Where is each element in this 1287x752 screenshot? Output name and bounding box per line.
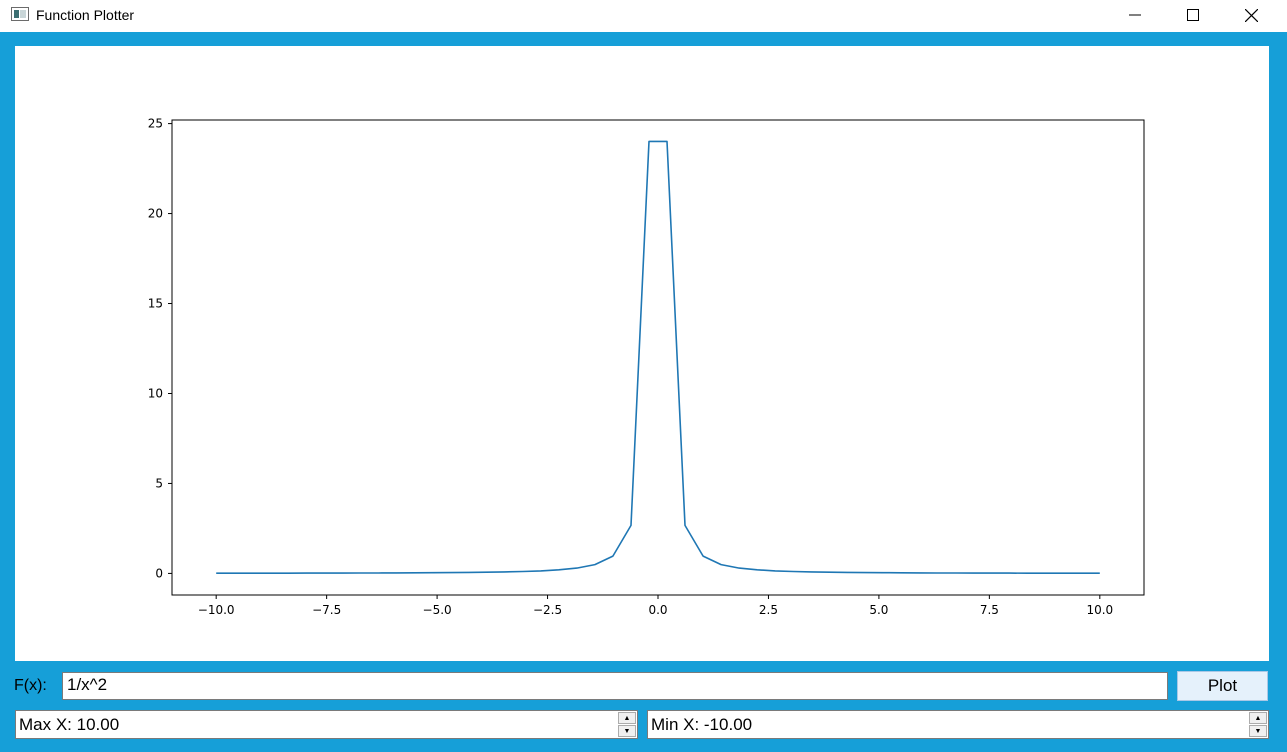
- x-tick-label: −5.0: [423, 603, 452, 617]
- max-x-down-button[interactable]: ▼: [618, 725, 636, 737]
- x-tick-label: 7.5: [980, 603, 999, 617]
- min-x-down-button[interactable]: ▼: [1249, 725, 1267, 737]
- chevron-up-icon: ▲: [623, 714, 631, 722]
- axes-frame: [171, 119, 1145, 596]
- x-tick-label: 5.0: [869, 603, 888, 617]
- x-tick-label: 0.0: [648, 603, 667, 617]
- plot-button[interactable]: Plot: [1177, 671, 1268, 701]
- x-tick-label: 10.0: [1086, 603, 1113, 617]
- title-bar: Function Plotter: [0, 0, 1287, 32]
- function-input[interactable]: 1/x^2: [62, 672, 1168, 700]
- x-tick-label: −10.0: [198, 603, 235, 617]
- plot-canvas[interactable]: −10.0 −7.5 −5.0 −2.5 0.0 2.5 5.0 7.5 10.0 0 5 10 15 2…: [15, 46, 1269, 661]
- y-tick-label: 25: [148, 117, 163, 131]
- x-tick-label: −2.5: [533, 603, 562, 617]
- line-chart: −10.0 −7.5 −5.0 −2.5 0.0 2.5 5.0 7.5 10.0 0 5 10 15 2…: [148, 117, 1145, 617]
- min-x-value: Min X: -10.00: [651, 715, 753, 734]
- min-x-spinbox[interactable]: Min X: -10.00 ▲ ▼: [647, 710, 1269, 739]
- minimize-icon: [1129, 14, 1141, 16]
- minimize-button[interactable]: [1106, 0, 1164, 30]
- y-tick-label: 0: [155, 566, 163, 580]
- window-title: Function Plotter: [36, 7, 135, 23]
- maximize-button[interactable]: [1164, 0, 1222, 30]
- fx-label: F(x):: [14, 677, 47, 694]
- app-icon: [11, 7, 29, 21]
- chevron-down-icon: ▼: [1254, 727, 1262, 735]
- chevron-down-icon: ▼: [623, 727, 631, 735]
- max-x-spinbox[interactable]: Max X: 10.00 ▲ ▼: [15, 710, 638, 739]
- y-tick-label: 20: [148, 207, 163, 221]
- close-icon: [1244, 8, 1258, 22]
- max-x-value: Max X: 10.00: [19, 715, 120, 734]
- series-line: [216, 140, 1100, 575]
- close-button[interactable]: [1222, 0, 1280, 30]
- min-x-up-button[interactable]: ▲: [1249, 712, 1267, 724]
- chevron-up-icon: ▲: [1254, 714, 1262, 722]
- max-x-up-button[interactable]: ▲: [618, 712, 636, 724]
- min-x-stepper: ▲ ▼: [1249, 712, 1267, 737]
- y-tick-label: 10: [148, 386, 163, 400]
- y-tick-label: 15: [148, 297, 163, 311]
- y-tick-label: 5: [155, 476, 163, 490]
- x-tick-label: 2.5: [759, 603, 778, 617]
- maximize-icon: [1187, 9, 1199, 21]
- x-tick-label: −7.5: [312, 603, 341, 617]
- max-x-stepper: ▲ ▼: [618, 712, 636, 737]
